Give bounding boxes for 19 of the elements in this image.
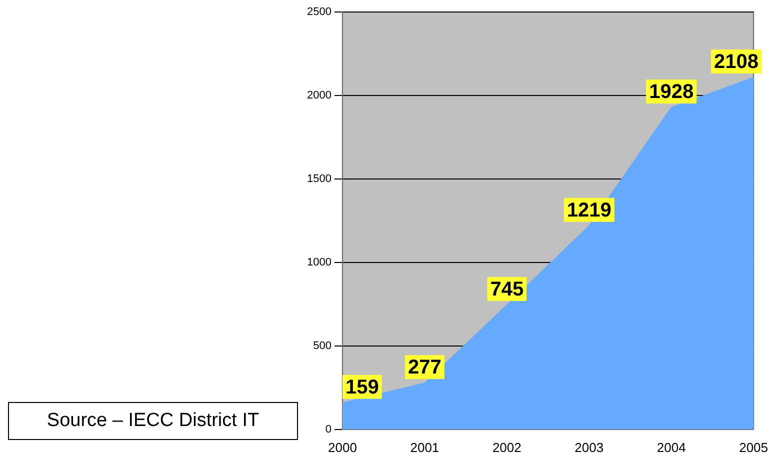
data-label: 159 (345, 376, 379, 398)
x-tick-label: 2000 (328, 440, 357, 455)
data-label: 2108 (714, 50, 759, 73)
source-note: Source – IECC District IT (8, 402, 298, 440)
x-tick-label: 2004 (656, 440, 686, 455)
data-label: 745 (490, 278, 524, 301)
y-tick-label: 2500 (306, 6, 332, 18)
y-tick-label: 1500 (306, 172, 332, 185)
x-tick-label: 2001 (410, 440, 440, 455)
y-tick-label: 1000 (306, 256, 332, 268)
data-label: 1928 (649, 81, 694, 104)
data-label: 1219 (566, 199, 612, 222)
y-tick-label: 0 (325, 423, 332, 436)
y-tick-label: 500 (313, 340, 332, 352)
x-tick-label: 2005 (739, 440, 768, 455)
x-tick-label: 2003 (574, 440, 604, 455)
y-tick-label: 2000 (306, 90, 332, 102)
x-tick-label: 2002 (492, 440, 522, 455)
data-label: 277 (408, 356, 442, 379)
